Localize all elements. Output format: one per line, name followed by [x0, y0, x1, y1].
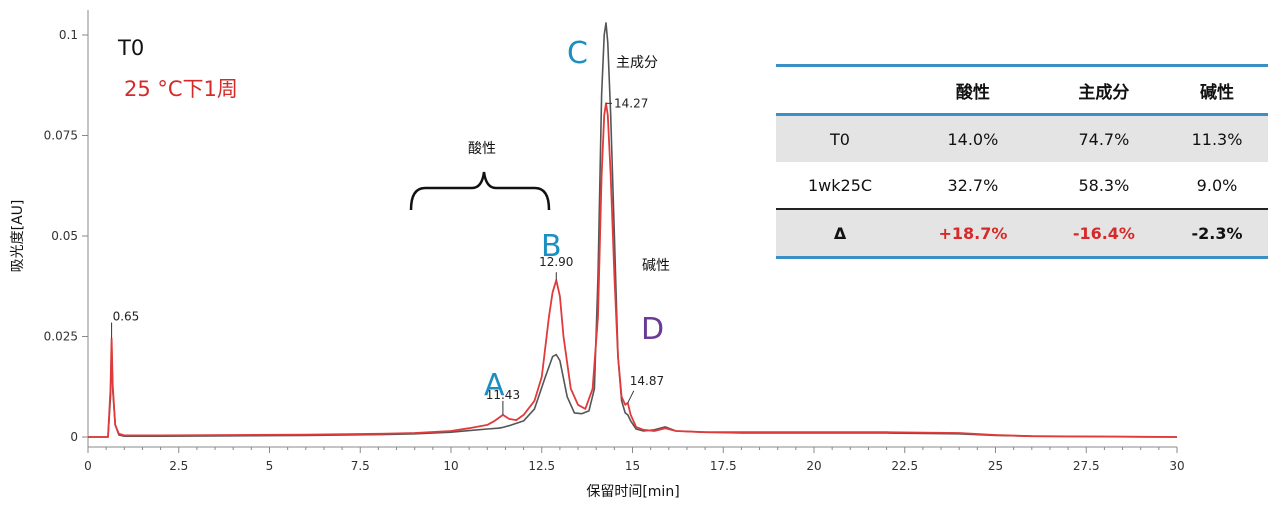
table-cell: +18.7% — [904, 209, 1042, 258]
table-cell: 9.0% — [1196, 175, 1238, 195]
peak-label-layer: 0.65 11.43 12.90 14.27 14.87 — [111, 96, 664, 415]
series-layer — [88, 22, 1178, 438]
x-tick-label: 25 — [988, 459, 1003, 473]
table-row: Δ +18.7% -16.4% -2.3% — [776, 209, 1268, 258]
peak-letter-c: C — [567, 36, 588, 71]
legend-item-25c-1week: 25 °C下1周 — [124, 77, 238, 101]
annotations: 酸性 主成分 碱性 A B C D — [409, 36, 670, 403]
table-header-basic: 碱性 — [1166, 65, 1268, 116]
x-tick-label: 5 — [266, 459, 274, 473]
y-tick-label: 0.025 — [44, 330, 78, 344]
y-ticks: 0 0.025 0.05 0.075 0.1 — [44, 28, 88, 444]
peak-letter-a: A — [484, 368, 505, 403]
y-axis-label: 吸光度[AU] — [10, 200, 26, 273]
table-header-acidic: 酸性 — [904, 65, 1042, 116]
main-region-label: 主成分 — [616, 55, 658, 71]
peak-letter-b: B — [541, 229, 562, 264]
table-row: 1wk25C 32.7% 58.3% 9.0% — [776, 162, 1268, 209]
summary-table: 酸性 主成分 碱性 T0 14.0% 74.7% 11.3% 1wk25C 32… — [776, 64, 1268, 259]
series-line-25c-1week — [88, 102, 1178, 438]
peak-label: 14.87 — [630, 374, 664, 388]
peak-letter-d: D — [641, 312, 664, 347]
y-axis: 0 0.025 0.05 0.075 0.1 吸光度[AU] — [10, 10, 89, 447]
x-tick-label: 22.5 — [891, 459, 918, 473]
legend-item-t0: T0 — [117, 36, 144, 60]
peak-label: 0.65 — [113, 310, 140, 324]
table-cell: 32.7% — [947, 175, 999, 195]
x-tick-label: 30 — [1169, 459, 1184, 473]
row-label: T0 — [776, 114, 905, 162]
x-tick-label: 20 — [806, 459, 821, 473]
x-tick-label: 7.5 — [351, 459, 370, 473]
x-axis: 0 2.5 5 7.5 10 12.5 15 17.5 20 22.5 25 27.5 30 保留时间[… — [84, 446, 1185, 500]
acidic-region-label: 酸性 — [468, 141, 496, 157]
table-cell: 11.3% — [1166, 114, 1268, 162]
x-ticks: 0 2.5 5 7.5 10 12.5 15 17.5 20 22.5 25 27.5 30 — [84, 447, 1185, 473]
peak-label: 12.90 — [539, 255, 573, 269]
x-tick-label: 15 — [625, 459, 640, 473]
x-tick-label: 12.5 — [528, 459, 555, 473]
table-cell: -16.4% — [1041, 209, 1166, 258]
y-tick-label: 0 — [70, 430, 78, 444]
table-cell: -2.3% — [1166, 209, 1268, 258]
basic-region-label: 碱性 — [642, 258, 670, 274]
table-header-row: 酸性 主成分 碱性 — [776, 65, 1268, 116]
y-tick-label: 0.05 — [51, 229, 78, 243]
row-label: Δ — [776, 209, 905, 258]
y-tick-label: 0.075 — [44, 129, 78, 143]
acidic-brace — [409, 171, 551, 211]
table-header-cell — [776, 65, 905, 116]
table-cell: 14.0% — [904, 114, 1042, 162]
table-row: T0 14.0% 74.7% 11.3% — [776, 114, 1268, 162]
peak-leader-line — [627, 390, 635, 404]
x-tick-label: 10 — [443, 459, 458, 473]
x-tick-label: 17.5 — [710, 459, 737, 473]
x-tick-label: 0 — [84, 459, 92, 473]
table-header-main: 主成分 — [1041, 65, 1166, 116]
row-label: 1wk25C — [807, 175, 873, 195]
x-tick-label: 2.5 — [169, 459, 188, 473]
table-cell: 74.7% — [1041, 114, 1166, 162]
legend: T0 25 °C下1周 — [117, 36, 238, 101]
x-axis-label: 保留时间[min] — [586, 484, 679, 500]
table-cell: 58.3% — [1078, 175, 1130, 195]
peak-label: 14.27 — [614, 96, 648, 110]
y-tick-label: 0.1 — [59, 28, 78, 42]
x-tick-label: 27.5 — [1073, 459, 1100, 473]
peak-label: 11.43 — [486, 388, 520, 402]
